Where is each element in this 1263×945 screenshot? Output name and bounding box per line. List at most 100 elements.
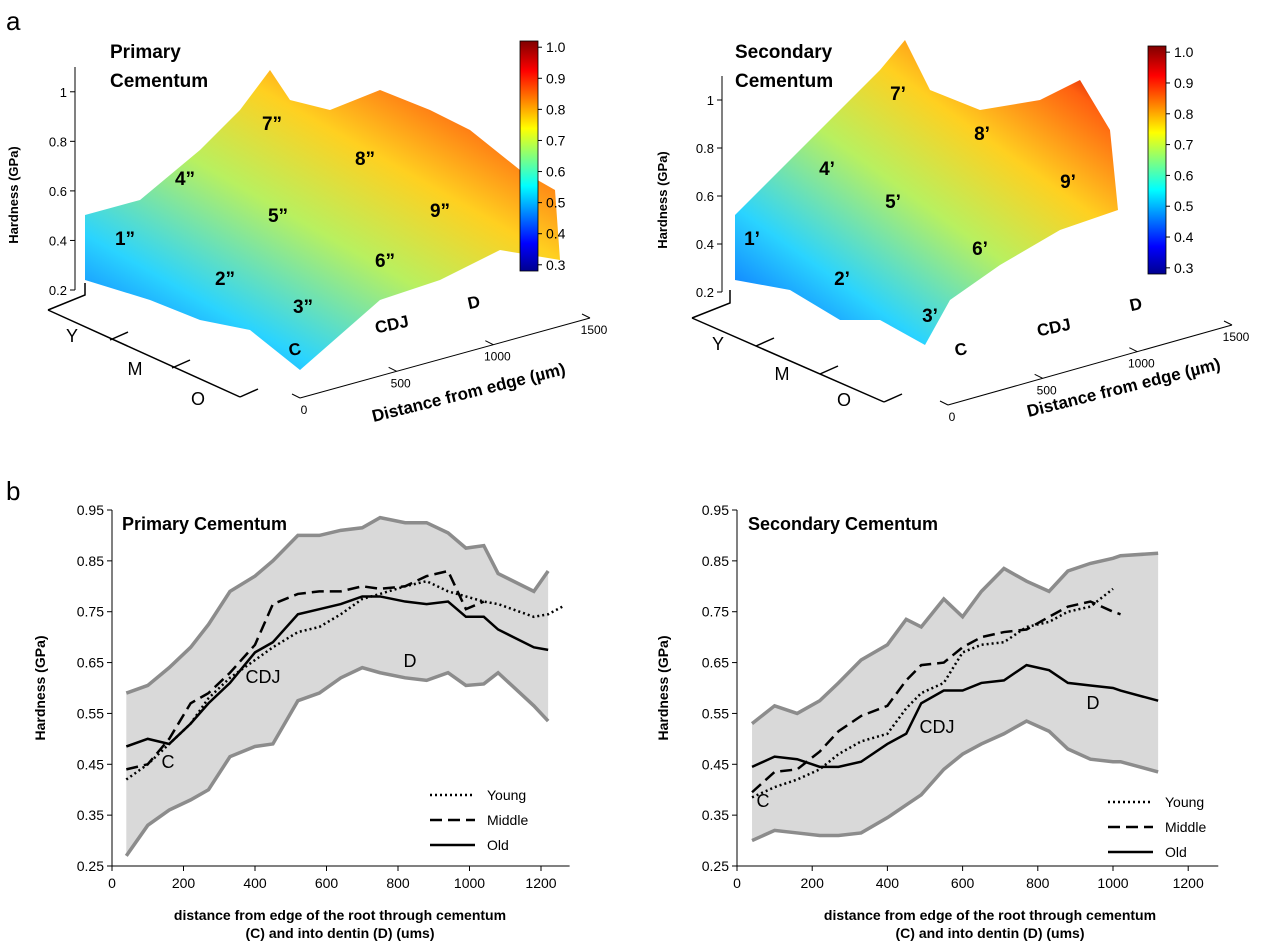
z-tick-label: 0.2 (49, 283, 67, 298)
colorbar-tick-label: 0.9 (1174, 75, 1194, 91)
colorbar-tick-label: 0.8 (546, 101, 566, 117)
annotation: D (404, 651, 417, 671)
y-category: M (775, 364, 790, 384)
z-tick-label: 0.2 (696, 285, 714, 300)
chart-title: Secondary (735, 42, 833, 63)
y-tick-label: 0.75 (77, 604, 104, 620)
legend-label: Old (487, 837, 509, 853)
x-axis-label: distance from edge of the root through c… (824, 907, 1156, 923)
z-tick-label: 0.4 (696, 237, 714, 252)
x-tick-label: 600 (951, 875, 975, 891)
zone-label: C (287, 339, 303, 360)
annotation: CDJ (246, 667, 281, 687)
y-tick-label: 0.85 (702, 553, 729, 569)
region-label: 9’ (1060, 172, 1076, 193)
region-label: 6” (375, 251, 395, 272)
y-tick-label: 0.85 (77, 553, 104, 569)
chart-title: Cementum (110, 71, 208, 92)
series-line (751, 663, 1159, 769)
x-tick-label: 1000 (1097, 875, 1128, 891)
y-tick-label: 0.45 (702, 756, 729, 772)
x-tick (485, 340, 494, 346)
z-axis-label: Hardness (GPa) (655, 151, 670, 249)
x-tick-label: 400 (243, 875, 267, 891)
z-tick-label: 0.4 (49, 233, 67, 248)
region-label: 3’ (922, 306, 938, 327)
y-tick-label: 0.75 (702, 604, 729, 620)
region-label: 8” (355, 149, 375, 170)
x-tick-label: 500 (391, 376, 411, 390)
x-tick (1129, 347, 1138, 353)
band-lower (751, 719, 1159, 843)
panel-label: a (6, 6, 21, 36)
band-upper (750, 551, 1159, 725)
y-category: Y (66, 326, 78, 346)
region-label: 7” (262, 114, 282, 135)
x-tick-label: 1000 (1128, 357, 1155, 371)
series-line (751, 587, 1114, 799)
x-tick-label: 600 (315, 875, 339, 891)
colorbar-tick-label: 0.6 (1174, 167, 1194, 183)
zone-label: CDJ (373, 312, 410, 338)
x-axis-label: (C) and into dentin (D) (ums) (246, 925, 435, 941)
colorbar-tick-label: 1.0 (546, 39, 566, 55)
region-label: 2” (215, 269, 235, 290)
x-tick (1034, 373, 1043, 379)
y-tick-label: 0.55 (702, 705, 729, 721)
y-axis-label: Hardness (GPa) (655, 635, 671, 740)
chart-title: Secondary Cementum (748, 514, 938, 534)
region-label: 8’ (974, 124, 990, 145)
colorbar-tick-label: 1.0 (1174, 44, 1194, 60)
z-tick-label: 1 (707, 93, 714, 108)
x-tick-label: 1200 (1173, 875, 1204, 891)
x-tick-label: 800 (1026, 875, 1050, 891)
y-tick-label: 0.65 (77, 655, 104, 671)
legend-label: Young (1165, 794, 1204, 810)
x-tick-label: 0 (108, 875, 116, 891)
z-axis-label: Hardness (GPa) (6, 146, 21, 244)
annotation: C (757, 791, 770, 811)
region-label: 5” (268, 206, 288, 227)
y-tick-label: 0.65 (702, 655, 729, 671)
annotation: CDJ (920, 717, 955, 737)
x-tick (291, 393, 301, 399)
region-label: 6’ (972, 239, 988, 260)
x-tick-label: 800 (386, 875, 410, 891)
colorbar-tick-label: 0.7 (1174, 137, 1194, 153)
colorbar-tick-label: 0.3 (1174, 260, 1194, 276)
x-tick-label: 500 (1037, 383, 1057, 397)
legend-label: Old (1165, 844, 1187, 860)
z-tick-label: 0.6 (696, 189, 714, 204)
colorbar-tick-label: 0.8 (1174, 106, 1194, 122)
colorbar (519, 40, 539, 272)
z-tick-label: 1 (60, 85, 67, 100)
x-tick-label: 200 (172, 875, 196, 891)
zone-label: D (1128, 294, 1144, 315)
region-label: 4” (175, 169, 195, 190)
zone-label: CDJ (1035, 315, 1072, 341)
colorbar-tick-label: 0.4 (546, 226, 566, 242)
chart-title: Primary Cementum (122, 514, 287, 534)
x-tick-label: 0 (733, 875, 741, 891)
x-tick (581, 313, 591, 319)
colorbar-tick-label: 0.4 (1174, 229, 1194, 245)
colorbar-tick-label: 0.5 (546, 195, 566, 211)
surface (85, 70, 560, 370)
y-axis-label: Hardness (GPa) (32, 635, 48, 740)
panel-label: b (6, 476, 20, 506)
band-fill (126, 517, 549, 856)
region-label: 2’ (834, 269, 850, 290)
zone-label: D (466, 292, 482, 313)
legend-label: Middle (1165, 819, 1206, 835)
colorbar-tick-label: 0.5 (1174, 198, 1194, 214)
y-tick-label: 0.25 (702, 858, 729, 874)
z-tick-label: 0.8 (49, 134, 67, 149)
annotation: D (1087, 693, 1100, 713)
x-axis-label: (C) and into dentin (D) (ums) (896, 925, 1085, 941)
x-axis (299, 317, 591, 399)
z-tick-label: 0.6 (49, 184, 67, 199)
x-tick-label: 1000 (454, 875, 485, 891)
x-axis-label: distance from edge of the root through c… (174, 907, 506, 923)
band-fill (752, 553, 1159, 841)
